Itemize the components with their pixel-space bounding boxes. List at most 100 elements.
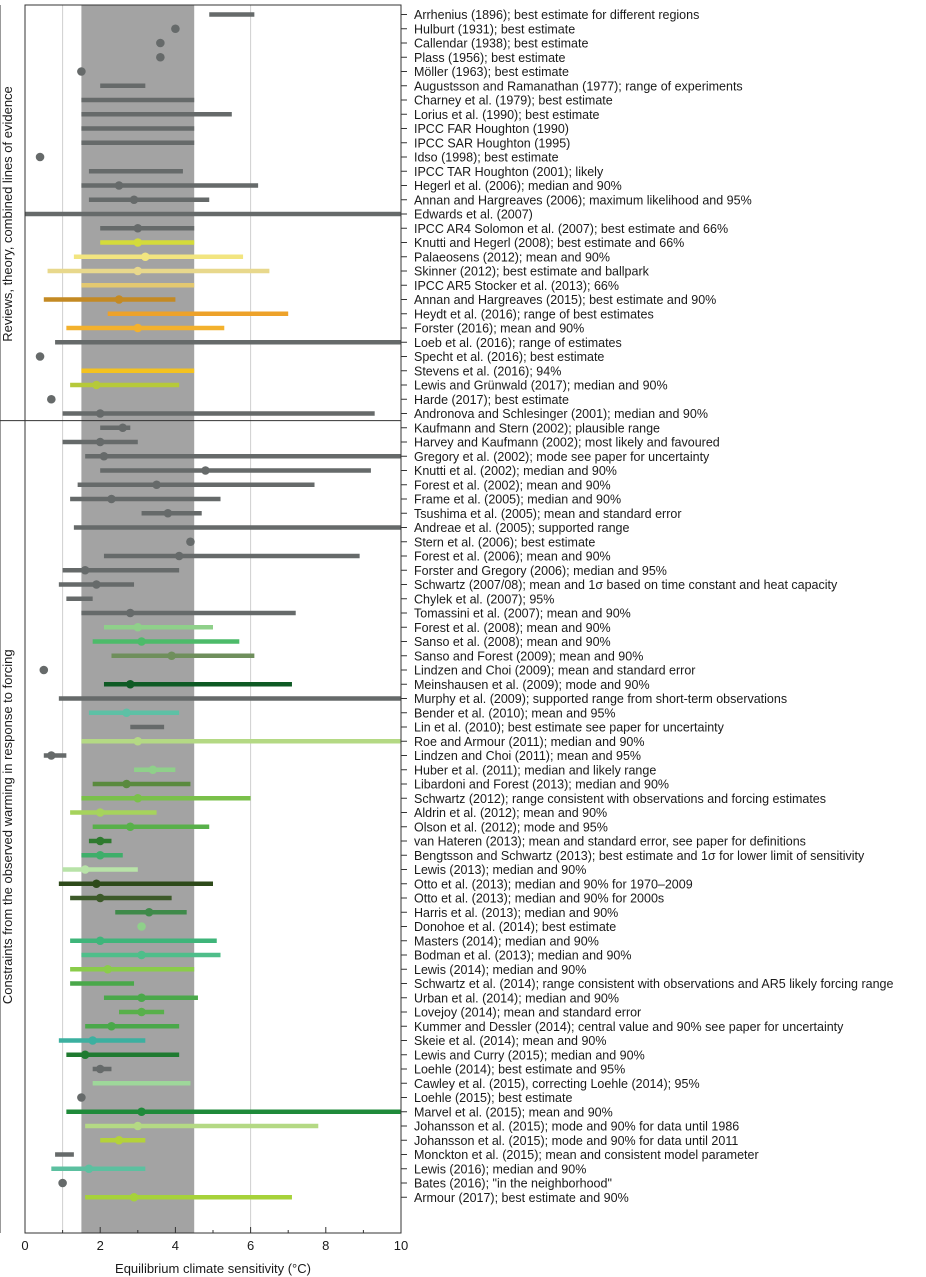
study-label: Bengtsson and Schwartz (2013); best esti… — [414, 849, 865, 863]
study-label: Sanso et al. (2008); mean and 90% — [414, 635, 611, 649]
estimate-point — [163, 508, 173, 518]
study-label: Möller (1963); best estimate — [414, 65, 569, 79]
study-label: Hulburt (1931); best estimate — [414, 22, 575, 36]
x-tick-label: 4 — [172, 1238, 179, 1253]
study-label: Harde (2017); best estimate — [414, 393, 569, 407]
study-label: Annan and Hargreaves (2015); best estima… — [414, 293, 716, 307]
estimate-point — [133, 736, 143, 746]
study-label: Gregory et al. (2002); mode see paper fo… — [414, 450, 710, 464]
estimate-point — [141, 252, 150, 262]
study-label: IPCC AR5 Stocker et al. (2013); 66% — [414, 279, 619, 293]
estimate-point — [156, 38, 165, 48]
study-label: Forest et al. (2002); mean and 90% — [414, 478, 611, 492]
study-label: Sanso and Forest (2009); mean and 90% — [414, 649, 643, 663]
study-label: Bender et al. (2010); mean and 95% — [414, 706, 616, 720]
study-label: Knutti and Hegerl (2008); best estimate … — [414, 236, 684, 250]
x-tick-label: 10 — [394, 1238, 408, 1253]
study-label: Monckton et al. (2015); mean and consist… — [414, 1148, 759, 1162]
study-label: Aldrin et al. (2012); mean and 90% — [414, 806, 607, 820]
study-label: Forest et al. (2006); mean and 90% — [414, 550, 611, 564]
study-label: Cawley et al. (2015), correcting Loehle … — [414, 1077, 700, 1091]
study-label: Forest et al. (2008); mean and 90% — [414, 621, 611, 635]
estimate-point — [133, 266, 143, 276]
estimate-point — [133, 238, 143, 247]
estimate-point — [77, 1093, 86, 1102]
study-label: Harris et al. (2013); median and 90% — [414, 906, 618, 920]
study-label: Murphy et al. (2009); supported range fr… — [414, 692, 787, 706]
estimate-point — [58, 1178, 67, 1188]
study-label: Kummer and Dessler (2014); central value… — [414, 1020, 844, 1034]
estimate-point — [137, 1107, 146, 1117]
study-label: Hegerl et al. (2006); median and 90% — [414, 179, 622, 193]
study-label: Johansson et al. (2015); mode and 90% fo… — [414, 1120, 739, 1134]
estimate-point — [122, 708, 131, 718]
study-label: IPCC SAR Houghton (1995) — [414, 136, 570, 150]
study-label: Urban et al. (2014); median and 90% — [414, 991, 619, 1005]
study-label: IPCC AR4 Solomon et al. (2007); best est… — [414, 222, 728, 236]
study-label: Edwards et al. (2007) — [414, 208, 533, 222]
study-label: Schwartz et al. (2014); range consistent… — [414, 977, 893, 991]
estimate-point — [156, 52, 165, 62]
estimate-point — [125, 608, 135, 618]
estimate-point — [35, 152, 45, 162]
estimate-point — [95, 850, 105, 860]
study-label: Forster and Gregory (2006); median and 9… — [414, 564, 667, 578]
estimate-point — [47, 751, 56, 760]
study-label: Lindzen and Choi (2011); mean and 95% — [414, 749, 641, 763]
likely-range-band — [81, 5, 195, 1233]
estimate-point — [84, 1164, 94, 1174]
estimate-point — [99, 451, 109, 461]
estimate-point — [174, 551, 184, 561]
estimate-point — [95, 836, 105, 846]
study-label: van Hateren (2013); mean and standard er… — [414, 835, 806, 849]
study-label: Schwartz (2012); range consistent with o… — [414, 792, 826, 806]
x-tick-label: 0 — [21, 1238, 28, 1253]
estimate-point — [92, 580, 101, 589]
x-tick-label: 8 — [322, 1238, 329, 1253]
estimate-point — [137, 1007, 146, 1017]
estimate-point — [80, 565, 90, 575]
study-label: Olson et al. (2012); mode and 95% — [414, 820, 608, 834]
estimate-point — [137, 950, 146, 960]
study-label: Meinshausen et al. (2009); mode and 90% — [414, 678, 650, 692]
study-label: Frame et al. (2005); median and 90% — [414, 493, 621, 507]
x-tick-label: 2 — [97, 1238, 104, 1253]
estimate-point — [114, 295, 124, 304]
study-label: IPCC TAR Houghton (2001); likely — [414, 165, 604, 179]
study-label: Masters (2014); median and 90% — [414, 934, 599, 948]
study-label: Lindzen and Choi (2009); mean and standa… — [414, 664, 695, 678]
study-label: Plass (1956); best estimate — [414, 51, 566, 65]
study-label: Bates (2016); "in the neighborhood" — [414, 1177, 612, 1191]
study-label: Huber et al. (2011); median and likely r… — [414, 763, 656, 777]
study-label: Lewis (2016); median and 90% — [414, 1162, 586, 1176]
estimate-point — [171, 24, 180, 34]
estimate-point — [77, 67, 86, 76]
estimate-point — [144, 907, 154, 917]
group-title: Reviews, theory, combined lines of evide… — [0, 86, 15, 342]
study-label: Skeie et al. (2014); mean and 90% — [414, 1034, 606, 1048]
study-label: Forster (2016); mean and 90% — [414, 322, 584, 336]
estimate-point — [133, 622, 143, 632]
study-label: Tomassini et al. (2007); mean and 90% — [414, 607, 631, 621]
study-label: Chylek et al. (2007); 95% — [414, 592, 554, 606]
estimate-point — [80, 865, 90, 874]
estimate-point — [148, 765, 158, 775]
estimate-point — [201, 466, 210, 475]
study-label: Andreae et al. (2005); supported range — [414, 521, 629, 535]
study-label: Lewis and Grünwald (2017); median and 90… — [414, 379, 668, 393]
study-label: IPCC FAR Houghton (1990) — [414, 122, 569, 136]
study-label: Palaeosens (2012); mean and 90% — [414, 250, 610, 264]
estimate-point — [92, 879, 101, 889]
study-label: Augustsson and Ramanathan (1977); range … — [414, 79, 743, 93]
estimate-point — [137, 637, 146, 646]
study-label: Bodman et al. (2013); median and 90% — [414, 949, 632, 963]
estimate-point — [167, 651, 176, 661]
study-label: Arrhenius (1896); best estimate for diff… — [414, 8, 699, 22]
estimate-point — [95, 893, 105, 903]
estimate-point — [118, 423, 128, 433]
estimate-point — [95, 409, 105, 418]
study-label: Callendar (1938); best estimate — [414, 37, 588, 51]
estimate-point — [92, 380, 101, 390]
study-label: Kaufmann and Stern (2002); plausible ran… — [414, 421, 660, 435]
estimate-point — [114, 181, 124, 190]
